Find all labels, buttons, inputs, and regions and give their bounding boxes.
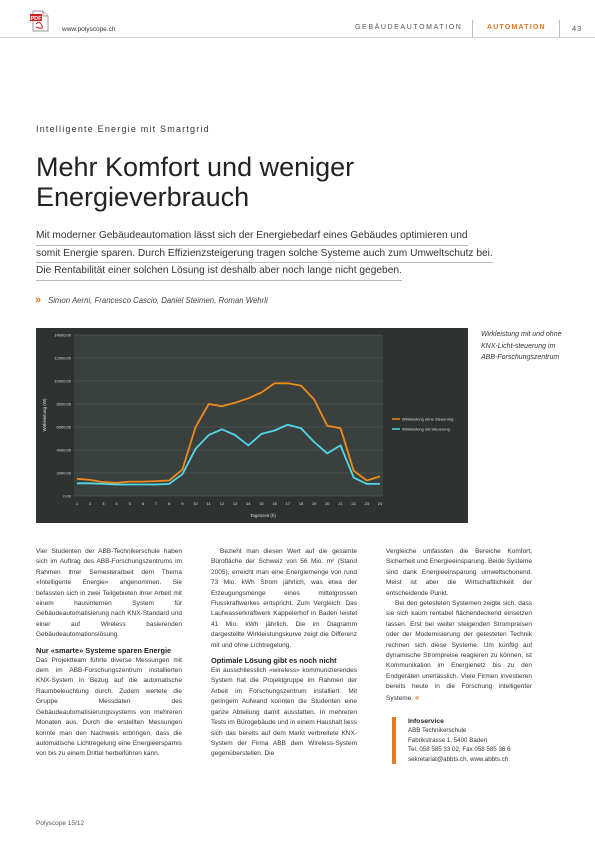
- y-tick-label: 6000.00: [57, 425, 72, 430]
- y-tick-label: 0.00: [63, 494, 72, 499]
- x-tick-label: 5: [129, 501, 132, 506]
- x-tick-label: 3: [102, 501, 105, 506]
- article-lead: Mit moderner Gebäudeautomation lässt sic…: [36, 228, 556, 281]
- x-tick-label: 9: [181, 501, 184, 506]
- category-label: AUTOMATION: [487, 24, 546, 31]
- y-tick-label: 14000.00: [54, 333, 71, 338]
- article-title: Mehr Komfort und weniger Energieverbrauc…: [36, 152, 355, 212]
- x-tick-label: 1: [76, 501, 79, 506]
- series-line: [77, 423, 380, 486]
- header-divider: [472, 20, 473, 38]
- infoservice-line: ABB Technikerschule: [408, 727, 467, 735]
- x-tick-label: 13: [233, 501, 238, 506]
- figure-caption: Wirkleistung mit und ohne KNX-Licht-steu…: [481, 331, 562, 361]
- x-tick-label: 2: [89, 501, 92, 506]
- x-tick-label: 17: [286, 501, 291, 506]
- header-divider: [559, 20, 560, 38]
- body-column-1: Vier Studenten der ABB-Technikerschule h…: [36, 547, 182, 760]
- infoservice-contact-link[interactable]: sekretariat@abbts.ch, www.abbts.ch: [408, 755, 509, 763]
- paragraph: Das Projektteam führte diverse Messungen…: [36, 656, 182, 758]
- svg-text:PDF: PDF: [31, 16, 43, 22]
- x-axis-label: Tageszeit (h): [250, 513, 276, 518]
- chart-x-ticks: 1 2 3 4 5 6 7 8 9 10 11 12 13 14 15 16 17 18 19 20 21 22 23 24: [76, 501, 383, 506]
- y-tick-label: 10000.00: [54, 379, 71, 384]
- lead-line: Mit moderner Gebäudeautomation lässt sic…: [36, 228, 468, 246]
- x-tick-label: 18: [299, 501, 304, 506]
- site-url[interactable]: www.polyscope.ch: [62, 26, 116, 33]
- x-tick-label: 14: [246, 501, 251, 506]
- y-tick-label: 12000.00: [54, 356, 71, 361]
- article-kicker: Intelligente Energie mit Smartgrid: [36, 124, 210, 134]
- lead-line: somit Energie sparen. Durch Effizienzste…: [36, 246, 493, 263]
- y-tick-label: 8000.00: [57, 402, 72, 407]
- x-tick-label: 10: [193, 501, 198, 506]
- body-column-3: Vergleiche umfassten die Bereiche Komfor…: [386, 547, 532, 704]
- paragraph: Vier Studenten der ABB-Technikerschule h…: [36, 548, 182, 639]
- y-tick-label: 2000.00: [57, 471, 72, 476]
- x-tick-label: 16: [272, 501, 277, 506]
- y-axis-label: Wirkleistung (W): [42, 398, 47, 432]
- footer-issue: Polyscope 15/12: [36, 820, 85, 827]
- chart-lines: [76, 382, 381, 486]
- paragraph-text: Bei den getesteten Systemen zeigte sich,…: [386, 600, 532, 702]
- infoservice-heading: Infoservice: [408, 718, 444, 725]
- plot-area: [74, 335, 383, 496]
- x-tick-label: 19: [312, 501, 317, 506]
- authors-marker-icon: »: [35, 294, 42, 306]
- paragraph: Bezieht man diesen Wert auf die gesamte …: [211, 548, 357, 649]
- y-tick-label: 4000.00: [57, 448, 72, 453]
- subheading: Nur «smarte» Systeme sparen Energie: [36, 645, 172, 655]
- x-tick-label: 15: [259, 501, 264, 506]
- x-tick-label: 7: [155, 501, 158, 506]
- chart-legend: Wirkleistung ohne Steuerung Wirkleistung …: [392, 417, 453, 432]
- infoservice-box: Infoservice ABB Technikerschule Fabrikst…: [392, 717, 511, 765]
- pdf-file-icon[interactable]: PDF: [30, 10, 50, 32]
- series-line: [76, 382, 381, 484]
- x-tick-label: 20: [325, 501, 330, 506]
- infoservice-line: Tel. 058 585 33 02, Fax 058 585 36 6: [408, 746, 511, 754]
- x-tick-label: 23: [365, 501, 370, 506]
- paragraph: Bei den getesteten Systemen zeigte sich,…: [386, 599, 532, 704]
- lead-line: Die Rentabilität einer solchen Lösung is…: [36, 263, 402, 281]
- legend-label: Wirkleistung ohne Steuerung: [402, 417, 453, 422]
- power-chart: 0.00 2000.00 4000.00 6000.00 8000.00 10000.00…: [36, 328, 468, 523]
- x-tick-label: 22: [351, 501, 356, 506]
- end-marker-icon: «: [414, 692, 420, 702]
- page-number: 43: [572, 24, 583, 33]
- section-label: GEBÄUDEAUTOMATION: [355, 24, 463, 31]
- chart-grid: [74, 334, 383, 497]
- x-tick-label: 4: [115, 501, 118, 506]
- paragraph: Ein ausschliesslich «wireless» kommunizi…: [211, 667, 357, 758]
- paragraph: Vergleiche umfassten die Bereiche Komfor…: [386, 548, 532, 597]
- subheading: Optimale Lösung gibt es noch nicht: [211, 656, 337, 666]
- chart-y-ticks: 0.00 2000.00 4000.00 6000.00 8000.00 10000.00…: [54, 333, 71, 499]
- body-column-2: Bezieht man diesen Wert auf die gesamte …: [211, 547, 357, 760]
- legend-label: Wirkleistung mit Steuerung: [402, 427, 450, 432]
- x-tick-label: 6: [142, 501, 145, 506]
- x-tick-label: 12: [220, 501, 225, 506]
- infoservice-line: Fabrikstrasse 1, 5400 Baden: [408, 736, 488, 744]
- article-authors: Simon Aerni, Francesco Cascio, Daniel St…: [48, 296, 268, 305]
- x-tick-label: 21: [338, 501, 343, 506]
- x-tick-label: 24: [378, 501, 383, 506]
- power-chart-svg: 0.00 2000.00 4000.00 6000.00 8000.00 10000.00…: [42, 333, 453, 519]
- x-tick-label: 11: [207, 501, 212, 506]
- x-tick-label: 8: [168, 501, 171, 506]
- header-rule: [0, 37, 595, 38]
